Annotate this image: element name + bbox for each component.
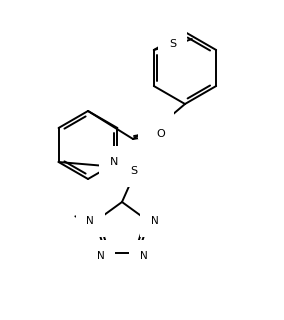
Text: N: N	[151, 216, 158, 226]
Text: S: S	[169, 39, 176, 49]
Text: S: S	[130, 166, 137, 176]
Text: N: N	[139, 251, 147, 261]
Text: N: N	[97, 251, 105, 261]
Text: O: O	[156, 129, 165, 139]
Text: N: N	[110, 157, 119, 167]
Text: N: N	[87, 216, 94, 226]
Text: HN: HN	[148, 119, 164, 129]
